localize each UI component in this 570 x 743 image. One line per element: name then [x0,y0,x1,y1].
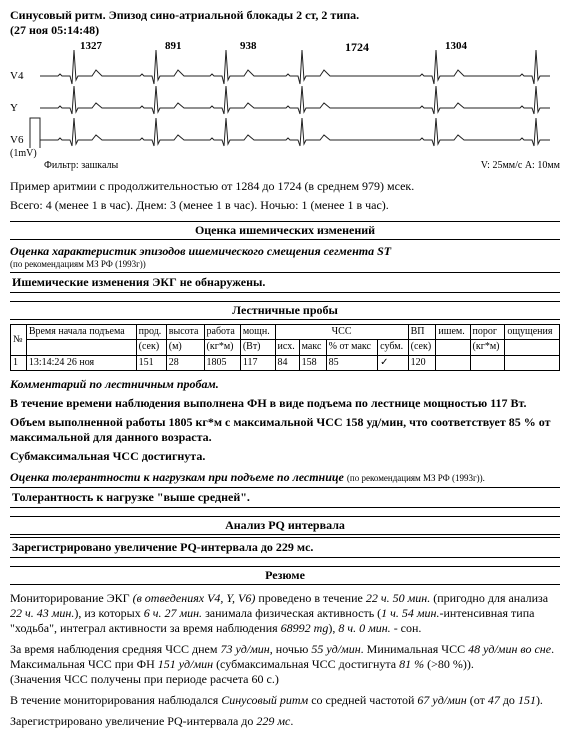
table-row: 1 13:14:24 26 ноя 151 28 1805 117 84 158… [11,355,560,371]
lead-label-v4: V4 [10,70,23,84]
ecg-scale-label: (1mV) [10,148,37,161]
resume-body: Мониторирование ЭКГ (в отведениях V4, Y,… [10,591,560,729]
ecg-strip: V4 Y V6 1327 891 938 1724 1304 (1mV) [10,40,560,160]
tolerance-title: Оценка толерантности к нагрузкам при под… [10,470,344,484]
resume-p1: Мониторирование ЭКГ (в отведениях V4, Y,… [10,591,560,636]
section-resume: Резюме [10,566,560,585]
ecg-waveform [10,40,555,158]
lead-label-v6: V6 [10,134,23,148]
section-pq: Анализ PQ интервала [10,516,560,535]
arrhythmia-line2: Всего: 4 (менее 1 в час). Днем: 3 (менее… [10,198,560,213]
resume-p3: В течение мониторирования наблюдался Син… [10,693,560,708]
stair-comment-p3: Субмаксимальная ЧСС достигнута. [10,449,560,464]
stair-comment-title: Комментарий по лестничным пробам. [10,377,560,392]
rr-1: 1327 [80,40,102,54]
arrhythmia-line1: Пример аритмии с продолжительностью от 1… [10,179,560,194]
stair-table: № Время начала подъема прод. высота рабо… [10,324,560,372]
ischemia-subtitle: Оценка характеристик эпизодов ишемическо… [10,244,560,259]
resume-p4: Зарегистрировано увеличение PQ-интервала… [10,714,560,729]
rr-3: 938 [240,40,257,54]
section-ischemia: Оценка ишемических изменений [10,221,560,240]
ischemia-result: Ишемические изменения ЭКГ не обнаружены. [10,272,560,293]
stair-comment-p1: В течение времени наблюдения выполнена Ф… [10,396,560,411]
rr-5: 1304 [445,40,467,54]
lead-label-y: Y [10,102,18,116]
ecg-filter: Фильтр: зашкалы [44,160,118,173]
resume-p2: За время наблюдения средняя ЧСС днем 73 … [10,642,560,687]
tolerance-result: Толерантность к нагрузке "выше средней". [10,487,560,508]
ischemia-ref: (по рекомендациям МЗ РФ (1993г)) [10,259,560,270]
rr-2: 891 [165,40,182,54]
tolerance-ref: (по рекомендациям МЗ РФ (1993г)). [347,473,485,483]
rr-4: 1724 [345,40,369,55]
ecg-speed: V: 25мм/с A: 10мм [481,160,560,173]
pq-result: Зарегистрировано увеличение PQ-интервала… [10,537,560,558]
diagnosis-title: Синусовый ритм. Эпизод сино-атриальной б… [10,8,560,23]
section-stair: Лестничные пробы [10,301,560,320]
stair-comment-p2: Объем выполненной работы 1805 кг*м с мак… [10,415,560,445]
stair-comment: Комментарий по лестничным пробам. В тече… [10,377,560,464]
arrhythmia-summary: Пример аритмии с продолжительностью от 1… [10,179,560,213]
table-header-subrow: (сек) (м) (кг*м) (Вт) исх. макс % от мак… [11,340,560,356]
table-header-row: № Время начала подъема прод. высота рабо… [11,324,560,340]
episode-timestamp: (27 ноя 05:14:48) [10,23,560,38]
